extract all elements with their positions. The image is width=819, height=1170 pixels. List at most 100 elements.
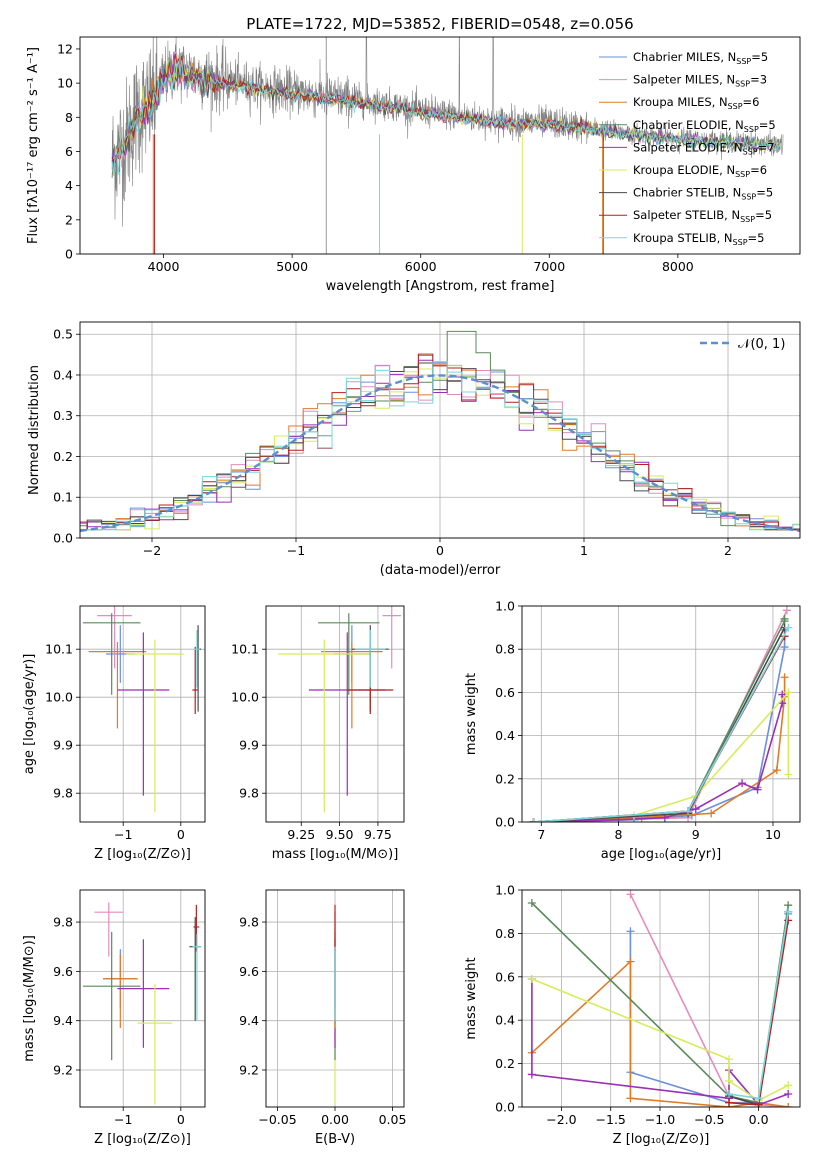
y-tick-label: 10.1: [45, 642, 73, 657]
mass-weight-line: [533, 694, 784, 822]
y-tick-label: 0.0: [53, 531, 73, 546]
x-tick-label: 6000: [405, 259, 437, 274]
x-tick-label: 9.50: [326, 827, 354, 842]
legend-label: Kroupa ELODIE, NSSP=6: [633, 163, 767, 179]
axes-frame: [79, 321, 801, 539]
x-tick-label: −0.5: [694, 1112, 724, 1127]
x-axis-label: Z [log₁₀(Z/Z⊙)]: [94, 847, 191, 862]
panel-age_vs_Z: −1 0 9.8 9.9 10.0 10.1 Z [log₁₀(Z/Z⊙)] age [log…: [22, 605, 206, 862]
panel-residuals: −2 −1 0 1 2 0.0 0.1 0.2 0.3 0.4 0.5 (data-model)/er…: [27, 321, 801, 578]
y-tick-label: 10.1: [231, 642, 259, 657]
panel-mass_vs_Z: −1 0 9.2 9.4 9.6 9.8 Z [log₁₀(Z/Z⊙)] mass [log₁…: [22, 889, 206, 1147]
mass-weight-marker: [784, 907, 793, 916]
y-tick-label: 0.2: [495, 1056, 515, 1071]
y-tick-label: 0.4: [53, 367, 73, 382]
y-tick-label: 10: [57, 76, 73, 91]
x-tick-label: 0: [436, 543, 444, 558]
residual-histogram-step: [80, 364, 800, 531]
y-tick-label: 9.8: [239, 915, 259, 930]
y-tick-label: 0.3: [53, 408, 73, 423]
x-axis-label: Z [log₁₀(Z/Z⊙)]: [613, 1132, 710, 1147]
legend-label: Chabrier STELIB, NSSP=5: [633, 186, 773, 202]
x-tick-label: 8: [615, 827, 623, 842]
mass-weight-marker: [707, 809, 716, 818]
y-axis-label: mass weight: [464, 957, 479, 1039]
y-axis-label: Normed distribution: [27, 365, 42, 495]
y-tick-label: 0.6: [495, 685, 515, 700]
mass-weight-marker: [784, 1089, 793, 1098]
y-tick-label: 0.0: [495, 815, 515, 830]
x-axis-label: age [log₁₀(age/yr)]: [601, 847, 722, 862]
plot-area: [527, 890, 793, 1107]
residual-histogram-step: [80, 362, 800, 531]
y-tick-label: 0.8: [495, 642, 515, 657]
mass-weight-marker: [626, 927, 635, 936]
y-tick-label: 9.2: [53, 1063, 73, 1078]
y-tick-label: 4: [65, 178, 73, 193]
mass-weight-line: [533, 629, 786, 822]
plot-area: [82, 902, 202, 1105]
y-tick-label: 9.9: [53, 738, 73, 753]
x-tick-label: 9.75: [364, 827, 392, 842]
x-tick-label: 0: [177, 827, 185, 842]
y-tick-label: 9.4: [53, 1013, 73, 1028]
y-tick-label: 10.0: [45, 690, 73, 705]
figure-title: PLATE=1722, MJD=53852, FIBERID=0548, z=0…: [246, 15, 633, 33]
x-tick-label: 1: [580, 543, 588, 558]
mass-weight-marker: [780, 614, 789, 623]
x-axis-label: E(B-V): [315, 1132, 355, 1147]
panel-weight_vs_Z: −2.0 −1.5 −1.0 −0.5 0.0 0.0 0.2 0.4 0.6 0.8 1.0 Z […: [464, 883, 801, 1147]
legend: Chabrier MILES, NSSP=5 Salpeter MILES, NS…: [599, 50, 776, 247]
axes-frame: [521, 889, 801, 1108]
x-tick-label: 0.0: [749, 1112, 769, 1127]
mass-weight-marker: [784, 916, 793, 925]
mass-weight-marker: [626, 890, 635, 899]
mass-weight-line: [533, 690, 790, 822]
x-tick-label: −1.0: [645, 1112, 675, 1127]
axes-frame: [79, 889, 206, 1108]
mass-weight-line: [533, 627, 790, 822]
legend-label: Salpeter STELIB, NSSP=5: [633, 208, 772, 224]
y-tick-label: 9.8: [239, 786, 259, 801]
y-tick-label: 0.8: [495, 926, 515, 941]
mass-weight-marker: [784, 623, 793, 632]
mass-weight-marker: [691, 805, 700, 814]
mass-weight-marker: [529, 818, 538, 822]
mass-weight-marker: [725, 1098, 734, 1107]
y-tick-label: 9.9: [239, 738, 259, 753]
mass-weight-marker: [782, 606, 791, 615]
normal-curve: [80, 374, 800, 533]
y-tick-label: 1.0: [495, 883, 515, 898]
y-tick-label: 10.0: [231, 690, 259, 705]
y-tick-label: 0.6: [495, 969, 515, 984]
legend-label: Chabrier ELODIE, NSSP=5: [633, 118, 776, 134]
legend-label: Salpeter MILES, NSSP=3: [633, 73, 767, 89]
x-tick-label: −1: [287, 543, 305, 558]
y-axis-label: age [log₁₀(age/yr)]: [22, 654, 37, 775]
y-tick-label: 12: [57, 41, 73, 56]
legend-label: Salpeter ELODIE, NSSP=7: [633, 140, 775, 156]
panel-age_vs_mass: 9.25 9.50 9.75 9.8 9.9 10.0 10.1 mass [log₁₀(M/…: [231, 605, 405, 862]
axes-frame: [79, 36, 801, 255]
mass-weight-marker: [784, 688, 793, 697]
mass-weight-marker: [753, 785, 762, 794]
mass-weight-marker: [738, 779, 747, 788]
mass-weight-marker: [725, 1055, 734, 1064]
y-tick-label: 1.0: [495, 599, 515, 614]
legend: 𝒩(0, 1): [700, 337, 785, 352]
x-tick-label: 8000: [662, 259, 694, 274]
x-tick-label: 9: [692, 827, 700, 842]
model-spectrum-line: [111, 59, 781, 177]
x-axis-label: mass [log₁₀(M/M⊙)]: [272, 847, 399, 862]
mass-weight-marker: [527, 899, 536, 908]
axes-frame: [79, 605, 206, 823]
x-axis-label: (data-model)/error: [380, 563, 501, 578]
mass-weight-marker: [784, 1081, 793, 1090]
axes-frame: [265, 605, 405, 823]
mass-weight-marker: [527, 1070, 536, 1079]
panel-spectrum: 4000 5000 6000 7000 8000 0 2 4 6 8 10 12 wavelength …: [26, 36, 801, 294]
y-axis-label: Flux [fλ10⁻¹⁷ erg cm⁻² s⁻¹ A⁻¹]: [26, 47, 41, 244]
mass-weight-marker: [780, 673, 789, 682]
plot-area: [529, 606, 793, 822]
x-tick-label: 0.00: [321, 1112, 349, 1127]
